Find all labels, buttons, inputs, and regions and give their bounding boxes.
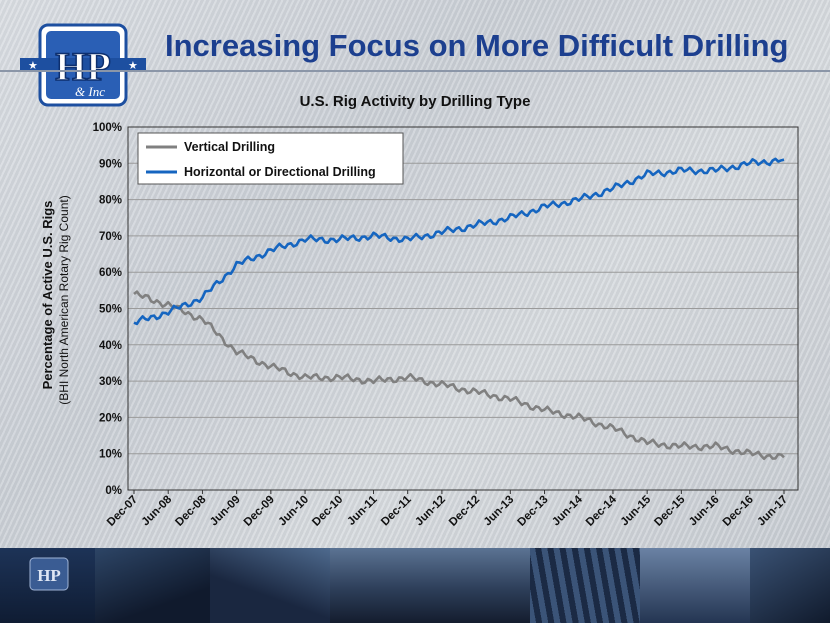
x-tick-label: Dec-14 [584, 493, 620, 529]
legend-label-horizontal: Horizontal or Directional Drilling [184, 165, 376, 179]
footer-panel-rig-dusk [330, 548, 530, 623]
rig-activity-chart: 0% 10% 20% 30% 40% 50% 60% 70% 80% 90% 100% Dec-07… [40, 122, 799, 529]
x-tick-label: Jun-13 [482, 494, 517, 529]
series-line-horizontal [133, 157, 785, 326]
x-tick-label: Dec-16 [721, 494, 756, 529]
legend-box [137, 132, 404, 185]
page-title: Increasing Focus on More Difficult Drill… [165, 28, 789, 63]
y-axis-sublabel: (BHI North American Rotary Rig Count) [57, 195, 71, 404]
y-tick-label: 40% [99, 340, 122, 352]
svg-text:HP: HP [55, 44, 111, 89]
x-tick-label: Jun-12 [413, 494, 448, 529]
svg-text:★: ★ [128, 59, 138, 72]
y-tick-label: 70% [99, 231, 122, 243]
y-tick-label: 80% [99, 195, 122, 207]
svg-text:★: ★ [28, 59, 38, 72]
x-tick-label: Jun-14 [550, 493, 585, 528]
x-tick-label: Dec-12 [447, 494, 482, 529]
x-tick-label: Dec-11 [379, 493, 414, 528]
x-tick-label: Jun-10 [276, 494, 311, 529]
y-tick-label: 10% [99, 449, 122, 461]
y-tick-label: 60% [99, 267, 122, 279]
y-tick-label: 20% [99, 412, 122, 424]
legend-label-vertical: Vertical Drilling [184, 140, 275, 154]
x-tick-label: Jun-09 [208, 494, 243, 529]
x-tick-label: Dec-13 [515, 494, 550, 529]
y-axis-ticks: 0% 10% 20% 30% 40% 50% 60% 70% 80% 90% 100% [93, 122, 122, 497]
x-tick-label: Jun-15 [619, 493, 654, 528]
footer-panel-worker [95, 548, 210, 623]
footer-panel-rig-floor [210, 548, 330, 623]
chart-legend: Vertical Drilling Horizontal or Directio… [137, 132, 404, 185]
title-divider [0, 70, 830, 72]
y-tick-label: 0% [105, 485, 122, 497]
x-tick-label: Jun-17 [755, 494, 790, 529]
svg-text:& Inc: & Inc [75, 84, 105, 99]
footer-panel-crew [750, 548, 830, 623]
y-axis-label: Percentage of Active U.S. Rigs [40, 201, 55, 390]
series-line-vertical [133, 290, 785, 461]
x-tick-label: Dec-15 [652, 493, 688, 529]
footer-panel-pipe [530, 548, 640, 623]
x-tick-label: Dec-07 [105, 494, 140, 529]
y-tick-label: 100% [93, 122, 122, 134]
background-texture [0, 0, 830, 548]
plot-area-border [127, 126, 799, 491]
series-lines [133, 157, 785, 461]
x-tick-label: Jun-16 [687, 494, 722, 529]
x-tick-label: Dec-10 [310, 494, 345, 529]
x-tick-label: Dec-08 [173, 493, 209, 529]
chart-grid [128, 162, 798, 455]
y-tick-label: 90% [99, 158, 122, 170]
chart-title: U.S. Rig Activity by Drilling Type [299, 93, 531, 110]
x-tick-label: Jun-08 [140, 493, 175, 528]
footer-panel-logo: HP [0, 548, 95, 623]
y-tick-label: 30% [99, 376, 122, 388]
svg-text:HP: HP [37, 566, 61, 585]
x-tick-label: Jun-11 [345, 493, 380, 528]
x-axis-ticks: Dec-07 Jun-08 Dec-08 Jun-09 Dec-09 Jun-10 Dec-… [105, 490, 790, 529]
footer-panel-derrick [640, 548, 750, 623]
footer-photo-strip: HP [0, 548, 830, 623]
y-tick-label: 50% [99, 304, 122, 316]
company-logo: ★ ★ HP & Inc [20, 23, 146, 107]
x-tick-label: Dec-09 [242, 494, 277, 529]
